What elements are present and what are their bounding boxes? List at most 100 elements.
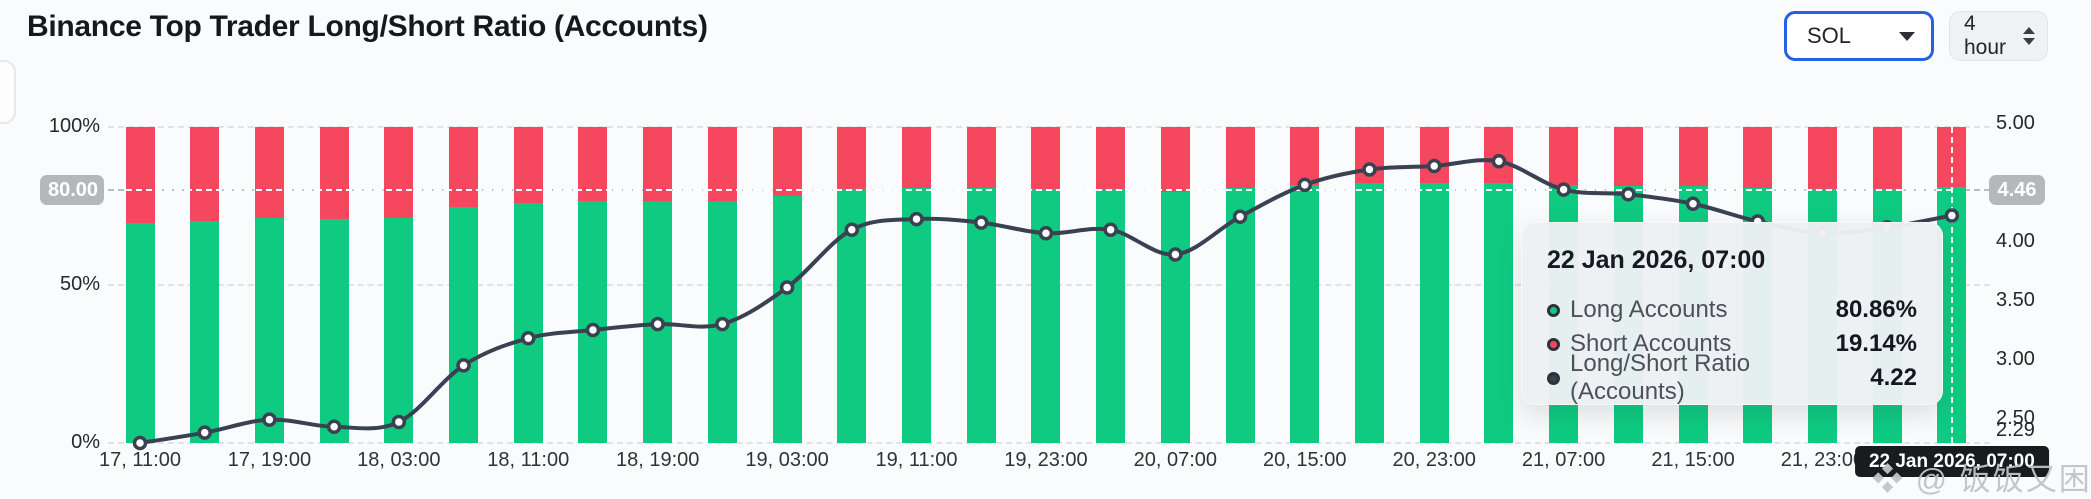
left-axis-label: 0% bbox=[71, 431, 100, 453]
right-axis-label: 4.00 bbox=[1996, 230, 2035, 252]
stacked-bar[interactable] bbox=[384, 127, 414, 443]
bar-short-segment bbox=[384, 127, 414, 219]
chevron-down-icon bbox=[1899, 31, 1915, 41]
ratio-point bbox=[391, 414, 407, 430]
bar-long-segment bbox=[190, 220, 220, 443]
hover-crosshair bbox=[1950, 127, 1953, 443]
marker-line-white bbox=[125, 189, 1952, 191]
stacked-bar[interactable] bbox=[1290, 127, 1320, 443]
ratio-point bbox=[715, 316, 730, 332]
bar-long-segment bbox=[1290, 184, 1320, 443]
ratio-point bbox=[1168, 247, 1183, 262]
x-axis-label: 21, 15:00 bbox=[1651, 449, 1735, 471]
stacked-bar[interactable] bbox=[190, 127, 220, 443]
interval-select-value: 4 hour bbox=[1964, 12, 2007, 59]
stacked-bar[interactable] bbox=[513, 127, 543, 443]
tooltip-series-label: Long Accounts bbox=[1570, 296, 1728, 323]
x-axis-label: 20, 15:00 bbox=[1263, 449, 1347, 471]
stacked-bar[interactable] bbox=[1484, 127, 1514, 443]
stacked-bar[interactable] bbox=[966, 127, 996, 443]
stacked-bar[interactable] bbox=[254, 127, 284, 443]
tooltip-series-label: Long/Short Ratio (Accounts) bbox=[1570, 350, 1751, 405]
stacked-bar[interactable] bbox=[449, 127, 479, 443]
right-axis-label: 5.00 bbox=[1996, 112, 2035, 134]
bar-long-segment bbox=[513, 202, 543, 443]
stacked-bar[interactable] bbox=[1419, 127, 1449, 443]
right-axis-label: 2.50 bbox=[1996, 407, 2035, 429]
legend-dot-icon bbox=[1547, 303, 1560, 317]
right-axis-label: 3.50 bbox=[1996, 289, 2035, 311]
up-down-chevrons-icon bbox=[2023, 27, 2035, 45]
bar-long-segment bbox=[384, 218, 414, 443]
ratio-point bbox=[521, 331, 536, 346]
bar-long-segment bbox=[254, 217, 284, 443]
bar-long-segment bbox=[772, 195, 802, 443]
bar-short-segment bbox=[125, 127, 155, 224]
panel-collapse-handle[interactable] bbox=[0, 60, 16, 124]
hovered-x-label-badge: 22 Jan 2026, 07:00 bbox=[1854, 446, 2049, 477]
watermark: ❖ @ 饭饭又困了 bbox=[1872, 462, 2091, 497]
stacked-bar[interactable] bbox=[319, 127, 349, 443]
interval-select[interactable]: 4 hour bbox=[1949, 11, 2048, 61]
bar-short-segment bbox=[1419, 127, 1449, 184]
ratio-point bbox=[650, 316, 665, 332]
tooltip-row: Long Accounts 80.86% bbox=[1547, 293, 1917, 327]
bar-short-segment bbox=[707, 127, 737, 201]
bar-long-segment bbox=[578, 201, 608, 443]
right-axis-label: 3.00 bbox=[1996, 348, 2035, 370]
bar-short-segment bbox=[1160, 127, 1190, 192]
bar-short-segment bbox=[1872, 127, 1902, 189]
bar-short-segment bbox=[772, 127, 802, 196]
bar-short-segment bbox=[902, 127, 932, 188]
ratio-point bbox=[1232, 209, 1248, 224]
stacked-bar[interactable] bbox=[1225, 127, 1255, 443]
tooltip-series-value: 19.14% bbox=[1835, 330, 1917, 357]
bar-short-segment bbox=[190, 127, 220, 221]
bar-long-segment bbox=[449, 207, 479, 443]
symbol-select-value: SOL bbox=[1807, 23, 1852, 48]
ratio-point bbox=[1556, 182, 1571, 197]
legend-dot-icon bbox=[1547, 371, 1560, 385]
bar-long-segment bbox=[1354, 183, 1384, 443]
tooltip-row: Short Accounts 19.14% bbox=[1547, 327, 1917, 361]
tooltip-date: 22 Jan 2026, 07:00 bbox=[1547, 246, 1766, 274]
ratio-point bbox=[1944, 208, 1960, 223]
x-axis-label: 17, 19:00 bbox=[227, 449, 312, 471]
ratio-point bbox=[585, 322, 601, 338]
x-axis-label: 18, 11:00 bbox=[487, 449, 570, 471]
ratio-point bbox=[1685, 196, 1701, 211]
page-title: Binance Top Trader Long/Short Ratio (Acc… bbox=[27, 10, 708, 43]
bar-short-segment bbox=[1613, 127, 1643, 186]
x-axis-label: 19, 11:00 bbox=[875, 449, 958, 471]
stacked-bar[interactable] bbox=[1354, 127, 1384, 443]
ratio-point bbox=[197, 425, 212, 440]
bar-short-segment bbox=[1807, 127, 1837, 190]
stacked-bar[interactable] bbox=[578, 127, 608, 443]
gridline-0% bbox=[108, 442, 1990, 444]
ratio-point bbox=[1491, 154, 1507, 169]
bar-short-segment bbox=[319, 127, 349, 220]
bar-long-segment bbox=[1160, 191, 1190, 443]
ratio-point bbox=[779, 280, 795, 295]
tooltip-series-value: 80.86% bbox=[1835, 296, 1917, 323]
left-axis-label: 100% bbox=[48, 115, 100, 137]
stacked-bar[interactable] bbox=[772, 127, 802, 443]
x-axis-label: 20, 07:00 bbox=[1133, 449, 1218, 471]
ratio-point bbox=[456, 358, 471, 373]
symbol-select[interactable]: SOL bbox=[1784, 11, 1934, 61]
bar-short-segment bbox=[1549, 127, 1579, 186]
legend-dot-icon bbox=[1547, 337, 1560, 351]
bar-short-segment bbox=[578, 127, 608, 202]
right-axis-marker-badge: 4.46 bbox=[1989, 175, 2045, 205]
stacked-bar[interactable] bbox=[902, 127, 932, 443]
ratio-point bbox=[973, 215, 989, 230]
stacked-bar[interactable] bbox=[1160, 127, 1190, 443]
bar-long-segment bbox=[125, 223, 155, 443]
tooltip-series-value: 4.22 bbox=[1870, 364, 1917, 391]
chart-tooltip: 22 Jan 2026, 07:00 Long Accounts 80.86% Sh… bbox=[1521, 222, 1943, 405]
ratio-point bbox=[909, 211, 924, 227]
stacked-bar[interactable] bbox=[125, 127, 155, 443]
bar-short-segment bbox=[1031, 127, 1061, 190]
bar-long-segment bbox=[1225, 187, 1255, 443]
